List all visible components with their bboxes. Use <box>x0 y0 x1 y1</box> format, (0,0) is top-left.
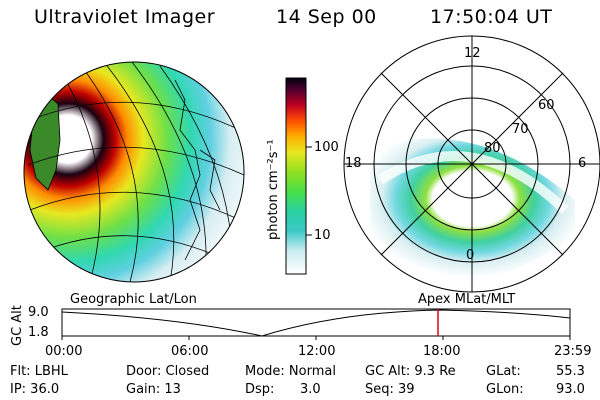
instrument-title: Ultraviolet Imager <box>34 6 216 28</box>
mlt-label-0: 0 <box>466 248 475 263</box>
polar-mlat-mlt-plot <box>343 35 600 293</box>
colorbar-tick-10: 10 <box>314 228 331 243</box>
glat-value: 55.3 <box>556 364 585 379</box>
altitude-timeline <box>61 308 571 340</box>
timeline-xtick: 18:00 <box>423 344 461 359</box>
apex-label: Apex MLat/MLT <box>418 292 516 307</box>
timeline-xtick: 06:00 <box>171 344 209 359</box>
mlat-label-80: 80 <box>484 141 501 156</box>
dsp-value: 3.0 <box>300 382 321 397</box>
glon-value: 93.0 <box>556 382 585 397</box>
colorbar-tick-100: 100 <box>314 140 339 155</box>
mlat-label-60: 60 <box>538 98 555 113</box>
mlat-label-70: 70 <box>512 122 529 137</box>
timeline-ytick-top: 9.0 <box>28 305 49 320</box>
timeline-xtick: 12:00 <box>298 344 336 359</box>
geographic-globe <box>23 61 245 283</box>
time-label: 17:50:04 UT <box>430 6 553 28</box>
glat-label: GLat: <box>486 364 521 379</box>
door-info: Door: Closed <box>126 364 210 379</box>
timeline-ytick-bottom: 1.8 <box>28 325 49 340</box>
mlt-label-6: 6 <box>578 156 587 171</box>
timeline-xtick: 23:59 <box>554 344 592 359</box>
seq-info: Seq: 39 <box>365 382 415 397</box>
intensity-colorbar <box>285 77 312 275</box>
timeline-xtick: 00:00 <box>45 344 83 359</box>
mlt-label-18: 18 <box>345 156 362 171</box>
date-label: 14 Sep 00 <box>276 6 377 28</box>
glon-label: GLon: <box>486 382 524 397</box>
ip-info: IP: 36.0 <box>10 382 60 397</box>
colorbar-unit-label: photon cm⁻²s⁻¹ <box>266 139 281 240</box>
mode-info: Mode: Normal <box>245 364 336 379</box>
gain-info: Gain: 13 <box>126 382 181 397</box>
gc-alt-info: GC Alt: 9.3 Re <box>365 364 456 379</box>
dsp-label: Dsp: <box>245 382 275 397</box>
mlt-label-12: 12 <box>464 46 481 61</box>
filter-info: Flt: LBHL <box>10 364 68 379</box>
geographic-label: Geographic Lat/Lon <box>70 292 197 307</box>
timeline-ylabel: GC Alt <box>10 305 25 346</box>
